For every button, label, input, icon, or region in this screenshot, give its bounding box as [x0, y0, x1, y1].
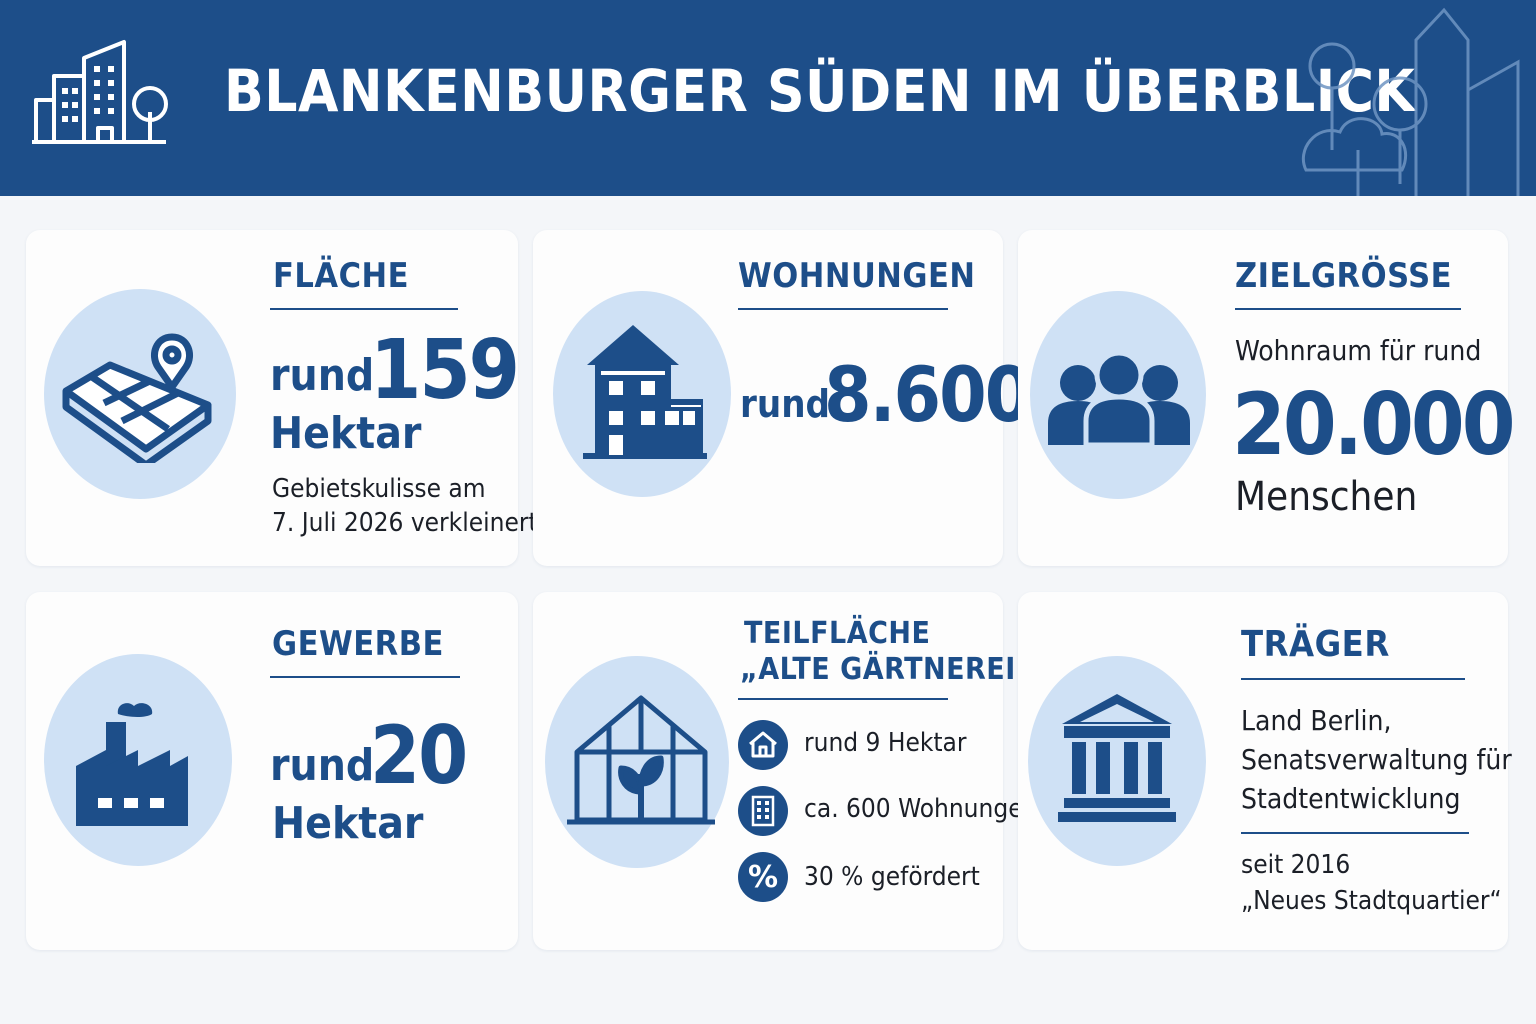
- traeger-title: TRÄGER: [1241, 624, 1390, 665]
- apartment-building-icon: [751, 795, 775, 827]
- gewerbe-unit: Hektar: [272, 798, 424, 849]
- teilflaeche-title-line1: TEILFLÄCHE: [744, 616, 931, 651]
- flaeche-divider: [270, 308, 458, 310]
- teilflaeche-title-line2: „ALTE GÄRTNEREI“: [740, 652, 1035, 687]
- traeger-line3: Stadtentwicklung: [1241, 782, 1461, 815]
- page-title: BLANKENBURGER SÜDEN IM ÜBERBLICK: [224, 57, 1416, 125]
- gewerbe-title: GEWERBE: [272, 624, 444, 664]
- city-buildings-tree-icon: [32, 40, 168, 144]
- flaeche-note-line1: Gebietskulisse am: [272, 474, 486, 504]
- flaeche-icon-circle: [44, 289, 236, 499]
- traeger-line1: Land Berlin,: [1241, 704, 1392, 737]
- traeger-icon-circle: [1028, 656, 1206, 866]
- zielgroesse-title: ZIELGRÖSSE: [1235, 256, 1453, 296]
- teilflaeche-divider: [738, 698, 948, 700]
- flaeche-value: 159: [370, 323, 520, 418]
- zielgroesse-divider: [1235, 308, 1461, 310]
- zielgroesse-unit: Menschen: [1235, 474, 1418, 520]
- flaeche-prefix: rund: [270, 350, 375, 401]
- traeger-line2: Senatsverwaltung für: [1241, 743, 1512, 776]
- teilflaeche-item-3-badge: %: [738, 852, 788, 902]
- factory-icon: [76, 703, 188, 826]
- teilflaeche-item-1-badge: [738, 720, 788, 770]
- percent-icon: %: [748, 860, 778, 895]
- people-icon: [1048, 353, 1190, 445]
- header-banner: BLANKENBURGER SÜDEN IM ÜBERBLICK: [0, 0, 1536, 196]
- svg-text:%: %: [748, 860, 778, 895]
- gewerbe-divider: [270, 676, 460, 678]
- traeger-note-line2: „Neues Stadtquartier“: [1241, 886, 1502, 916]
- gewerbe-prefix: rund: [270, 740, 375, 791]
- greenhouse-icon: [567, 695, 715, 825]
- wohnungen-value: 8.600: [824, 350, 1032, 439]
- zielgroesse-value: 20.000: [1232, 375, 1516, 475]
- flaeche-unit: Hektar: [270, 408, 422, 459]
- wohnungen-title: WOHNUNGEN: [738, 256, 976, 296]
- teilflaeche-icon-circle: [545, 656, 729, 868]
- gewerbe-icon-circle: [44, 654, 232, 866]
- teilflaeche-item-2-badge: [738, 786, 788, 836]
- traeger-note-line1: seit 2016: [1241, 850, 1351, 880]
- skyline-decoration-icon: [1301, 7, 1520, 196]
- institution-icon: [1058, 694, 1176, 822]
- house-icon: [583, 325, 707, 459]
- teilflaeche-item-1-text: rund 9 Hektar: [804, 728, 967, 758]
- gewerbe-value: 20: [370, 709, 468, 802]
- wohnungen-prefix: rund: [740, 382, 831, 426]
- teilflaeche-item-3-text: 30 % gefördert: [804, 862, 980, 892]
- wohnungen-divider: [738, 308, 948, 310]
- wohnungen-icon-circle: [553, 291, 731, 497]
- zielgroesse-icon-circle: [1030, 291, 1206, 499]
- zielgroesse-intro: Wohnraum für rund: [1235, 334, 1482, 367]
- traeger-divider-top: [1241, 678, 1465, 680]
- traeger-divider-bottom: [1241, 832, 1469, 834]
- map-pin-icon: [62, 333, 212, 463]
- house-small-icon: [749, 731, 777, 758]
- teilflaeche-item-2-text: ca. 600 Wohnungen: [804, 794, 1038, 824]
- flaeche-note-line2: 7. Juli 2026 verkleinert: [272, 508, 538, 538]
- flaeche-title: FLÄCHE: [273, 256, 410, 296]
